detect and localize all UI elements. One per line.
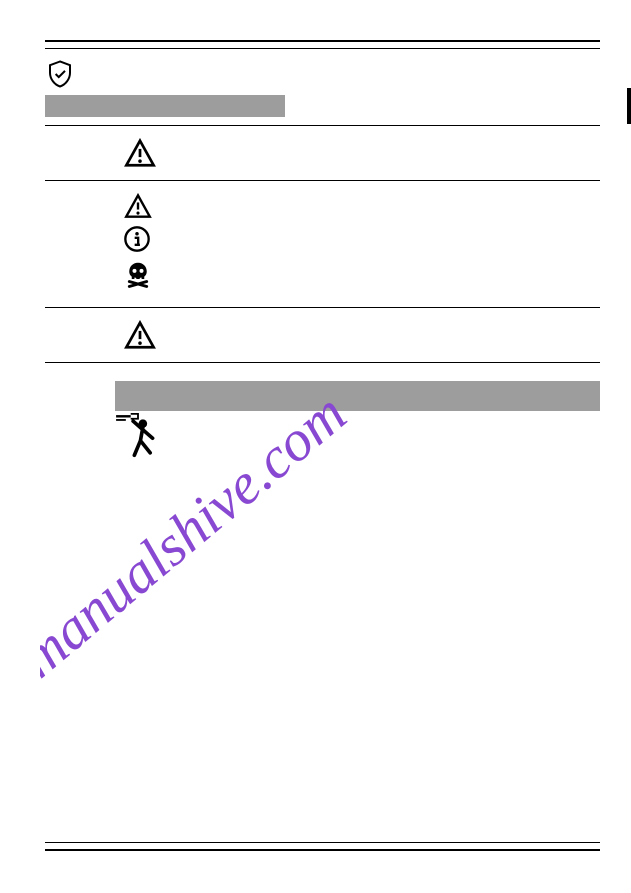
warning-triangle-icon [123,320,600,350]
skull-crossbones-icon [123,259,600,289]
page-tab-marker [627,88,631,124]
shield-header-row [45,49,600,93]
page-content [45,40,600,465]
recoil-row [45,409,600,465]
warning-section-1 [45,126,600,180]
warning-triangle-icon [123,193,600,219]
callout-bar [115,381,600,411]
warning-triangle-icon [123,138,600,168]
person-recoil-icon [113,409,163,465]
spacer [45,363,600,381]
shield-check-icon [45,59,600,89]
hazard-section [45,181,600,307]
top-rule-thick [45,40,600,42]
section-heading-bar [45,95,285,117]
footer-rule-thin [45,842,600,843]
hazard-icon-stack [123,193,600,289]
footer-rule-thick [45,849,600,851]
info-circle-icon [123,225,600,253]
footer-rules [45,842,600,851]
warning-section-2 [45,308,600,362]
